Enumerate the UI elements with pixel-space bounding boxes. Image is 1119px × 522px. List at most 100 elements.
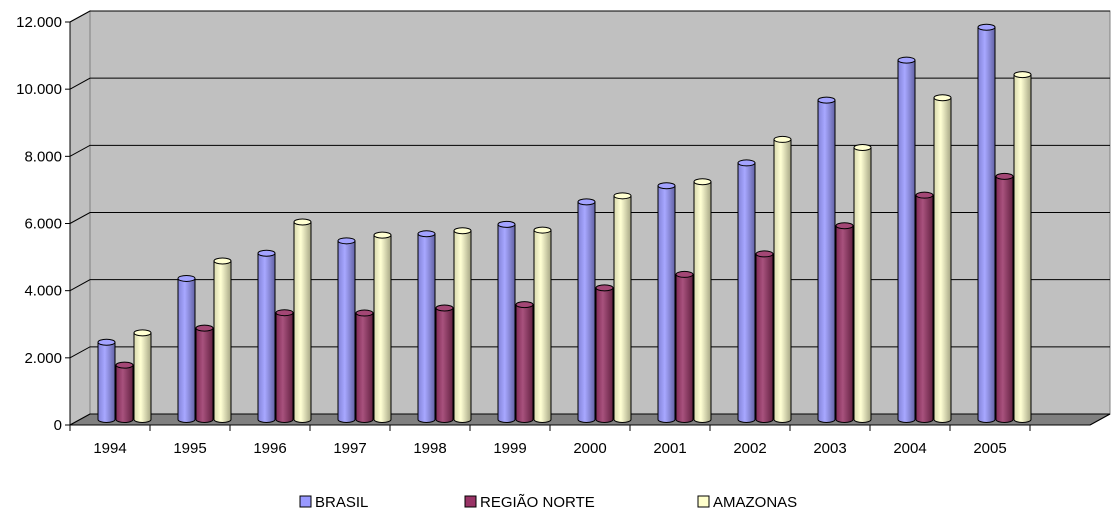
bar-body: [275, 312, 294, 423]
bar-brasil-2004: [897, 56, 916, 423]
bar-top: [497, 220, 516, 228]
bar-regi-o-norte-1997: [355, 309, 374, 423]
bar-body: [693, 181, 712, 423]
bar-body: [657, 185, 676, 423]
bar-body: [177, 277, 196, 423]
bar-body: [453, 230, 472, 423]
x-tick-label: 1999: [493, 440, 526, 457]
bar-body: [497, 223, 516, 423]
bar-body: [613, 195, 632, 423]
bar-body: [835, 225, 854, 423]
x-tick-label: 2002: [733, 440, 766, 457]
bar-top: [577, 198, 596, 206]
bar-brasil-2003: [817, 96, 836, 423]
bar-brasil-2000: [577, 198, 596, 423]
bar-body: [435, 307, 454, 423]
bar-body: [853, 146, 872, 423]
bar-amazonas-2003: [853, 143, 872, 423]
bar-body: [933, 97, 952, 423]
bar-top: [533, 226, 552, 234]
bar-body: [373, 234, 392, 423]
bar-top: [177, 274, 196, 282]
axes: 0 2.000 4.000 6.000 8.000 10.000 12.000 1994 199…: [16, 14, 1111, 457]
bar-top: [435, 304, 454, 312]
bar-amazonas-2001: [693, 178, 712, 423]
bar-regi-o-norte-2000: [595, 284, 614, 423]
bar-top: [355, 309, 374, 317]
y-tick-label: 10.000: [16, 81, 62, 98]
bar-top: [613, 192, 632, 200]
bar-regi-o-norte-2005: [995, 172, 1014, 423]
legend-label: BRASIL: [315, 494, 368, 511]
bar-top: [675, 270, 694, 278]
legend-swatch: [299, 495, 312, 508]
legend-item-brasil: BRASIL: [299, 494, 368, 511]
bar-brasil-1998: [417, 230, 436, 423]
legend-item-regi-o-norte: REGIÃO NORTE: [464, 494, 595, 511]
bar-top: [373, 231, 392, 239]
bar-body: [195, 327, 214, 423]
bar-body: [577, 201, 596, 423]
bar-top: [835, 222, 854, 230]
bar-regi-o-norte-1995: [195, 324, 214, 423]
bar-top: [693, 178, 712, 186]
bar-top: [853, 143, 872, 151]
bar-top: [115, 361, 134, 369]
bar-amazonas-1996: [293, 218, 312, 423]
bar-body: [897, 59, 916, 423]
x-axis-depth-line: [1089, 413, 1111, 426]
bar-amazonas-1999: [533, 226, 552, 423]
bar-top: [293, 218, 312, 226]
y-tick-label: 4.000: [24, 283, 62, 300]
legend-label: AMAZONAS: [713, 494, 797, 511]
y-tick-label: 12.000: [16, 14, 62, 31]
x-tick-label: 1998: [413, 440, 446, 457]
bar-brasil-1997: [337, 237, 356, 423]
legend-swatch: [697, 495, 710, 508]
bar-body: [977, 26, 996, 423]
bar-amazonas-1994: [133, 329, 152, 423]
x-tick-label: 2001: [653, 440, 686, 457]
x-tick-label: 1997: [333, 440, 366, 457]
gridline: [69, 212, 1110, 224]
bar-regi-o-norte-1998: [435, 304, 454, 423]
bar-brasil-2001: [657, 182, 676, 423]
bar-body: [533, 229, 552, 423]
bar-body: [337, 240, 356, 423]
bar-body: [595, 287, 614, 423]
legend: BRASIL REGIÃO NORTE AMAZONAS: [299, 494, 797, 511]
bar-top: [275, 309, 294, 317]
bar-body: [773, 138, 792, 423]
bar-body: [213, 260, 232, 423]
bar-regi-o-norte-2004: [915, 191, 934, 423]
bar-brasil-1996: [257, 249, 276, 423]
bar-top: [595, 284, 614, 292]
bar-regi-o-norte-2003: [835, 222, 854, 423]
bar-body: [115, 364, 134, 423]
bar-top: [417, 230, 436, 238]
bar-body: [257, 252, 276, 423]
y-tick-label: 8.000: [24, 148, 62, 165]
bar-body: [515, 304, 534, 423]
bar-top: [915, 191, 934, 199]
bar-amazonas-2002: [773, 135, 792, 423]
bar-top: [195, 324, 214, 332]
bar-top: [213, 257, 232, 265]
bar-body: [417, 233, 436, 423]
bar-top: [515, 301, 534, 309]
y-tick-label: 6.000: [24, 216, 62, 233]
bar-amazonas-1995: [213, 257, 232, 423]
bar-top: [773, 135, 792, 143]
bar-regi-o-norte-2001: [675, 270, 694, 423]
x-tick-label: 1996: [253, 440, 286, 457]
bar-body: [133, 332, 152, 423]
bar-top: [133, 329, 152, 337]
y-tick-label: 0: [54, 417, 62, 434]
legend-swatch: [464, 495, 477, 508]
bar-regi-o-norte-2002: [755, 250, 774, 423]
bar-brasil-2005: [977, 23, 996, 423]
bar-body: [915, 194, 934, 423]
bar-regi-o-norte-1996: [275, 309, 294, 423]
